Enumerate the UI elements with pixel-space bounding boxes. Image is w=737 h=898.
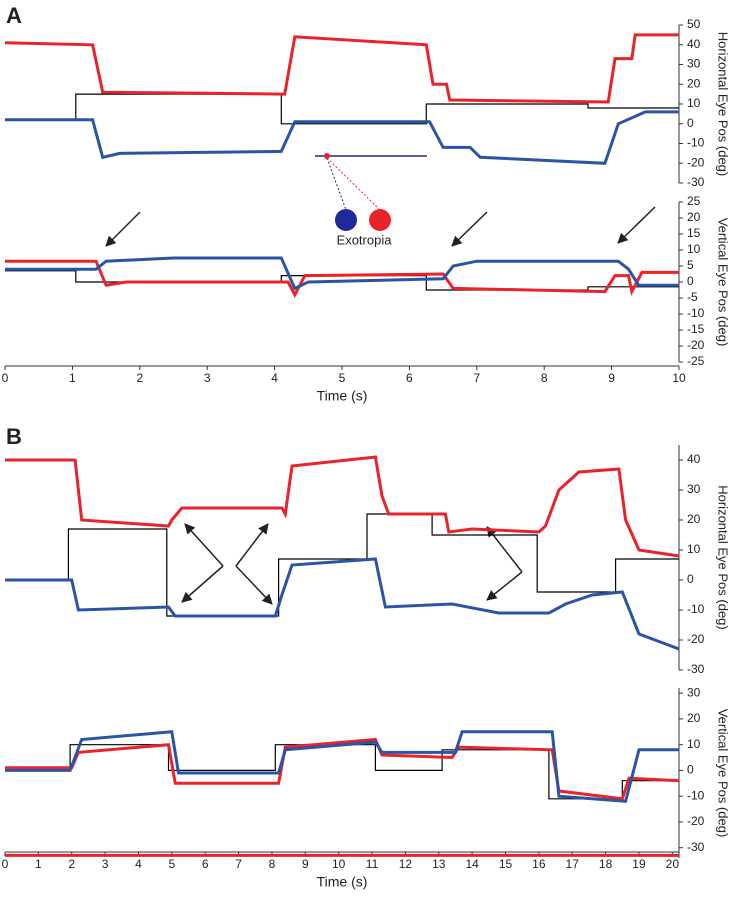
x-axis-title: Time (s) [317,874,368,890]
y-axis-title: Horizontal Eye Pos (deg) [716,485,731,630]
series-line [5,455,680,558]
y-tick-label: -20 [687,814,705,828]
panel-label: B [6,424,22,449]
x-tick-label: 0 [2,371,9,385]
series-line [5,256,679,291]
y-tick-label: 20 [687,210,701,224]
y-tick-label: -20 [687,155,705,169]
y-tick-label: -25 [687,354,705,368]
x-tick-label: 13 [432,857,446,871]
y-tick-label: 0 [687,572,694,586]
series-line [5,110,679,165]
x-tick-label: 5 [168,857,175,871]
x-tick-label: 0 [2,857,9,871]
x-tick-label: 1 [69,371,76,385]
x-tick-label: 6 [406,371,413,385]
x-tick-label: 17 [566,857,580,871]
y-tick-label: -30 [687,840,705,854]
x-tick-label: 20 [666,857,680,871]
y-tick-label: 15 [687,226,701,240]
y-tick-label: 40 [687,37,701,51]
series-line [5,557,680,651]
y-tick-label: 10 [687,737,701,751]
series-line [5,737,680,801]
series-line [5,93,679,125]
y-tick-label: 20 [687,512,701,526]
panel-label: A [6,3,22,28]
y-tick-label: 20 [687,76,701,90]
y-tick-label: 10 [687,96,701,110]
y-tick-label: 10 [687,242,701,256]
y-tick-label: -10 [687,136,705,150]
x-axis-title: Time (s) [317,388,368,404]
x-tick-label: 7 [473,371,480,385]
x-tick-label: 8 [541,371,548,385]
y-tick-label: -10 [687,602,705,616]
series-line [5,730,679,803]
y-tick-label: 0 [687,763,694,777]
y-tick-label: -20 [687,632,705,646]
x-tick-label: 9 [608,371,615,385]
y-tick-label: 30 [687,685,701,699]
x-tick-label: 10 [332,857,346,871]
x-tick-label: 7 [235,857,242,871]
x-tick-label: 8 [269,857,276,871]
series-line [5,259,679,299]
x-tick-label: 2 [136,371,143,385]
y-tick-label: 25 [687,194,701,208]
y-tick-label: 0 [687,116,694,130]
y-tick-label: -15 [687,322,705,336]
x-tick-label: 4 [271,371,278,385]
y-tick-label: -20 [687,338,705,352]
x-tick-label: 3 [204,371,211,385]
y-tick-label: 40 [687,452,701,466]
x-tick-label: 1 [35,857,42,871]
y-axis-title: Vertical Eye Pos (deg) [716,709,731,838]
series-line [5,513,679,617]
x-tick-label: 18 [599,857,613,871]
y-tick-label: 5 [687,258,694,272]
y-tick-label: -10 [687,788,705,802]
x-tick-label: 2 [68,857,75,871]
y-tick-label: 20 [687,711,701,725]
y-tick-label: 50 [687,17,701,31]
inset-diagram [315,153,427,231]
x-tick-label: 3 [102,857,109,871]
x-tick-label: 11 [366,857,379,871]
x-tick-label: 15 [499,857,513,871]
y-tick-label: -10 [687,306,705,320]
y-tick-label: -30 [687,662,705,676]
series-line [5,744,679,800]
y-tick-label: 30 [687,482,701,496]
y-tick-label: 10 [687,542,701,556]
x-tick-label: 12 [399,857,413,871]
series-line [5,33,679,104]
y-tick-label: -5 [687,290,698,304]
x-tick-label: 9 [302,857,309,871]
x-tick-label: 4 [135,857,142,871]
y-tick-label: 30 [687,57,701,71]
y-axis-title: Vertical Eye Pos (deg) [716,218,731,347]
x-tick-label: 19 [632,857,646,871]
x-tick-label: 6 [202,857,209,871]
x-tick-label: 16 [532,857,546,871]
arrows [105,206,656,605]
y-tick-label: 0 [687,274,694,288]
x-tick-label: 10 [672,371,686,385]
y-axis-title: Horizontal Eye Pos (deg) [716,32,731,177]
x-tick-label: 14 [465,857,479,871]
annotation: Exotropia [337,232,393,247]
x-tick-label: 5 [339,371,346,385]
y-tick-label: -30 [687,175,705,189]
